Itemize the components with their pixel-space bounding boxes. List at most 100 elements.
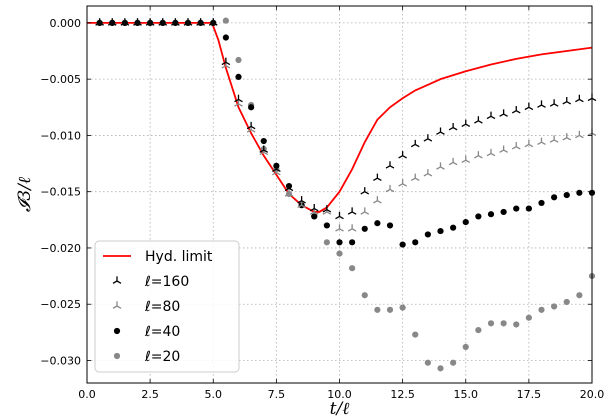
data-point <box>360 207 370 215</box>
data-point <box>386 306 394 313</box>
data-point <box>487 320 495 327</box>
series-80 <box>95 18 597 232</box>
data-point <box>424 359 431 366</box>
x-axis-label: t/ℓ <box>330 399 350 419</box>
data-point <box>323 222 330 229</box>
data-point <box>511 106 521 114</box>
data-point <box>107 18 117 26</box>
data-point <box>563 298 570 306</box>
data-point <box>284 189 294 197</box>
data-point <box>511 142 521 150</box>
x-tick-label: 10.0 <box>327 388 352 401</box>
data-point <box>436 127 445 135</box>
x-tick-label: 5.0 <box>205 388 223 401</box>
data-point <box>423 169 433 177</box>
data-point <box>562 133 572 141</box>
data-point <box>450 224 457 231</box>
data-point <box>335 224 344 232</box>
data-point <box>551 194 558 201</box>
data-point <box>248 104 255 111</box>
data-point <box>145 18 155 26</box>
data-point <box>462 343 469 351</box>
data-point <box>475 327 482 334</box>
data-point <box>284 183 294 192</box>
data-point <box>423 134 433 142</box>
data-point <box>524 139 534 148</box>
legend-entry-label: ℓ=80 <box>144 299 180 315</box>
data-point <box>311 213 318 220</box>
data-point <box>323 239 330 246</box>
data-point <box>259 145 269 153</box>
data-point <box>500 320 507 327</box>
data-point <box>513 321 520 328</box>
axes-ticks: 0.0 2.5 5.0 7.5 10.0 12.5 15.0 17.5 20.0 0.000 −0.… <box>40 6 604 401</box>
data-point <box>95 18 104 26</box>
data-point <box>412 331 419 338</box>
data-point <box>549 99 559 107</box>
y-tick-label: −0.005 <box>40 73 81 86</box>
x-tick-label: 0.0 <box>78 388 96 401</box>
data-point <box>398 151 407 159</box>
data-point <box>374 306 381 313</box>
data-point <box>361 225 368 232</box>
data-point <box>538 199 545 207</box>
data-point <box>222 17 229 24</box>
data-point <box>461 155 471 164</box>
data-point <box>525 205 532 212</box>
legend-box <box>94 240 240 373</box>
data-point <box>575 130 584 139</box>
data-point <box>474 151 483 159</box>
data-point <box>272 164 281 173</box>
plot-area <box>87 17 597 372</box>
legend-entry-label: ℓ=40 <box>144 324 180 340</box>
legend-entry-label: Hyd. limit <box>145 249 213 265</box>
data-point <box>524 102 534 111</box>
series-160 <box>95 18 597 220</box>
data-point <box>222 34 229 41</box>
data-point <box>234 94 243 103</box>
legend-entry-label: ℓ=160 <box>144 274 189 290</box>
data-point <box>360 187 370 195</box>
data-point <box>437 227 444 235</box>
data-point <box>171 18 180 26</box>
data-point <box>486 111 496 120</box>
data-point <box>525 314 532 321</box>
data-point <box>549 135 559 143</box>
y-tick-label: −0.020 <box>40 242 81 255</box>
data-point <box>500 208 507 216</box>
data-point <box>399 241 406 248</box>
data-point <box>486 148 496 157</box>
data-point <box>410 173 420 182</box>
data-point <box>487 211 495 218</box>
data-point <box>576 189 583 196</box>
data-point <box>450 359 457 366</box>
data-point <box>475 213 482 220</box>
data-point <box>133 18 142 26</box>
series-40 <box>96 19 596 248</box>
data-point <box>322 205 332 213</box>
x-tick-label: 2.5 <box>141 388 159 401</box>
data-point <box>336 250 343 257</box>
data-point <box>399 304 406 311</box>
data-point <box>448 157 458 166</box>
data-point <box>235 73 242 80</box>
data-point <box>576 292 583 299</box>
data-point <box>551 303 558 310</box>
data-point <box>349 265 356 272</box>
y-tick-label: −0.010 <box>40 129 81 142</box>
data-point <box>537 100 546 108</box>
data-point <box>297 196 306 204</box>
data-point <box>336 239 343 246</box>
data-point <box>448 122 458 131</box>
data-point <box>235 56 242 64</box>
y-tick-label: 0.000 <box>50 17 82 30</box>
data-point <box>436 162 445 170</box>
data-point <box>499 109 508 117</box>
data-point <box>260 137 267 145</box>
data-point <box>513 205 520 212</box>
data-point <box>373 196 382 204</box>
data-point <box>120 18 130 26</box>
y-axis-label: 𝓘3/ℓ <box>15 177 35 212</box>
